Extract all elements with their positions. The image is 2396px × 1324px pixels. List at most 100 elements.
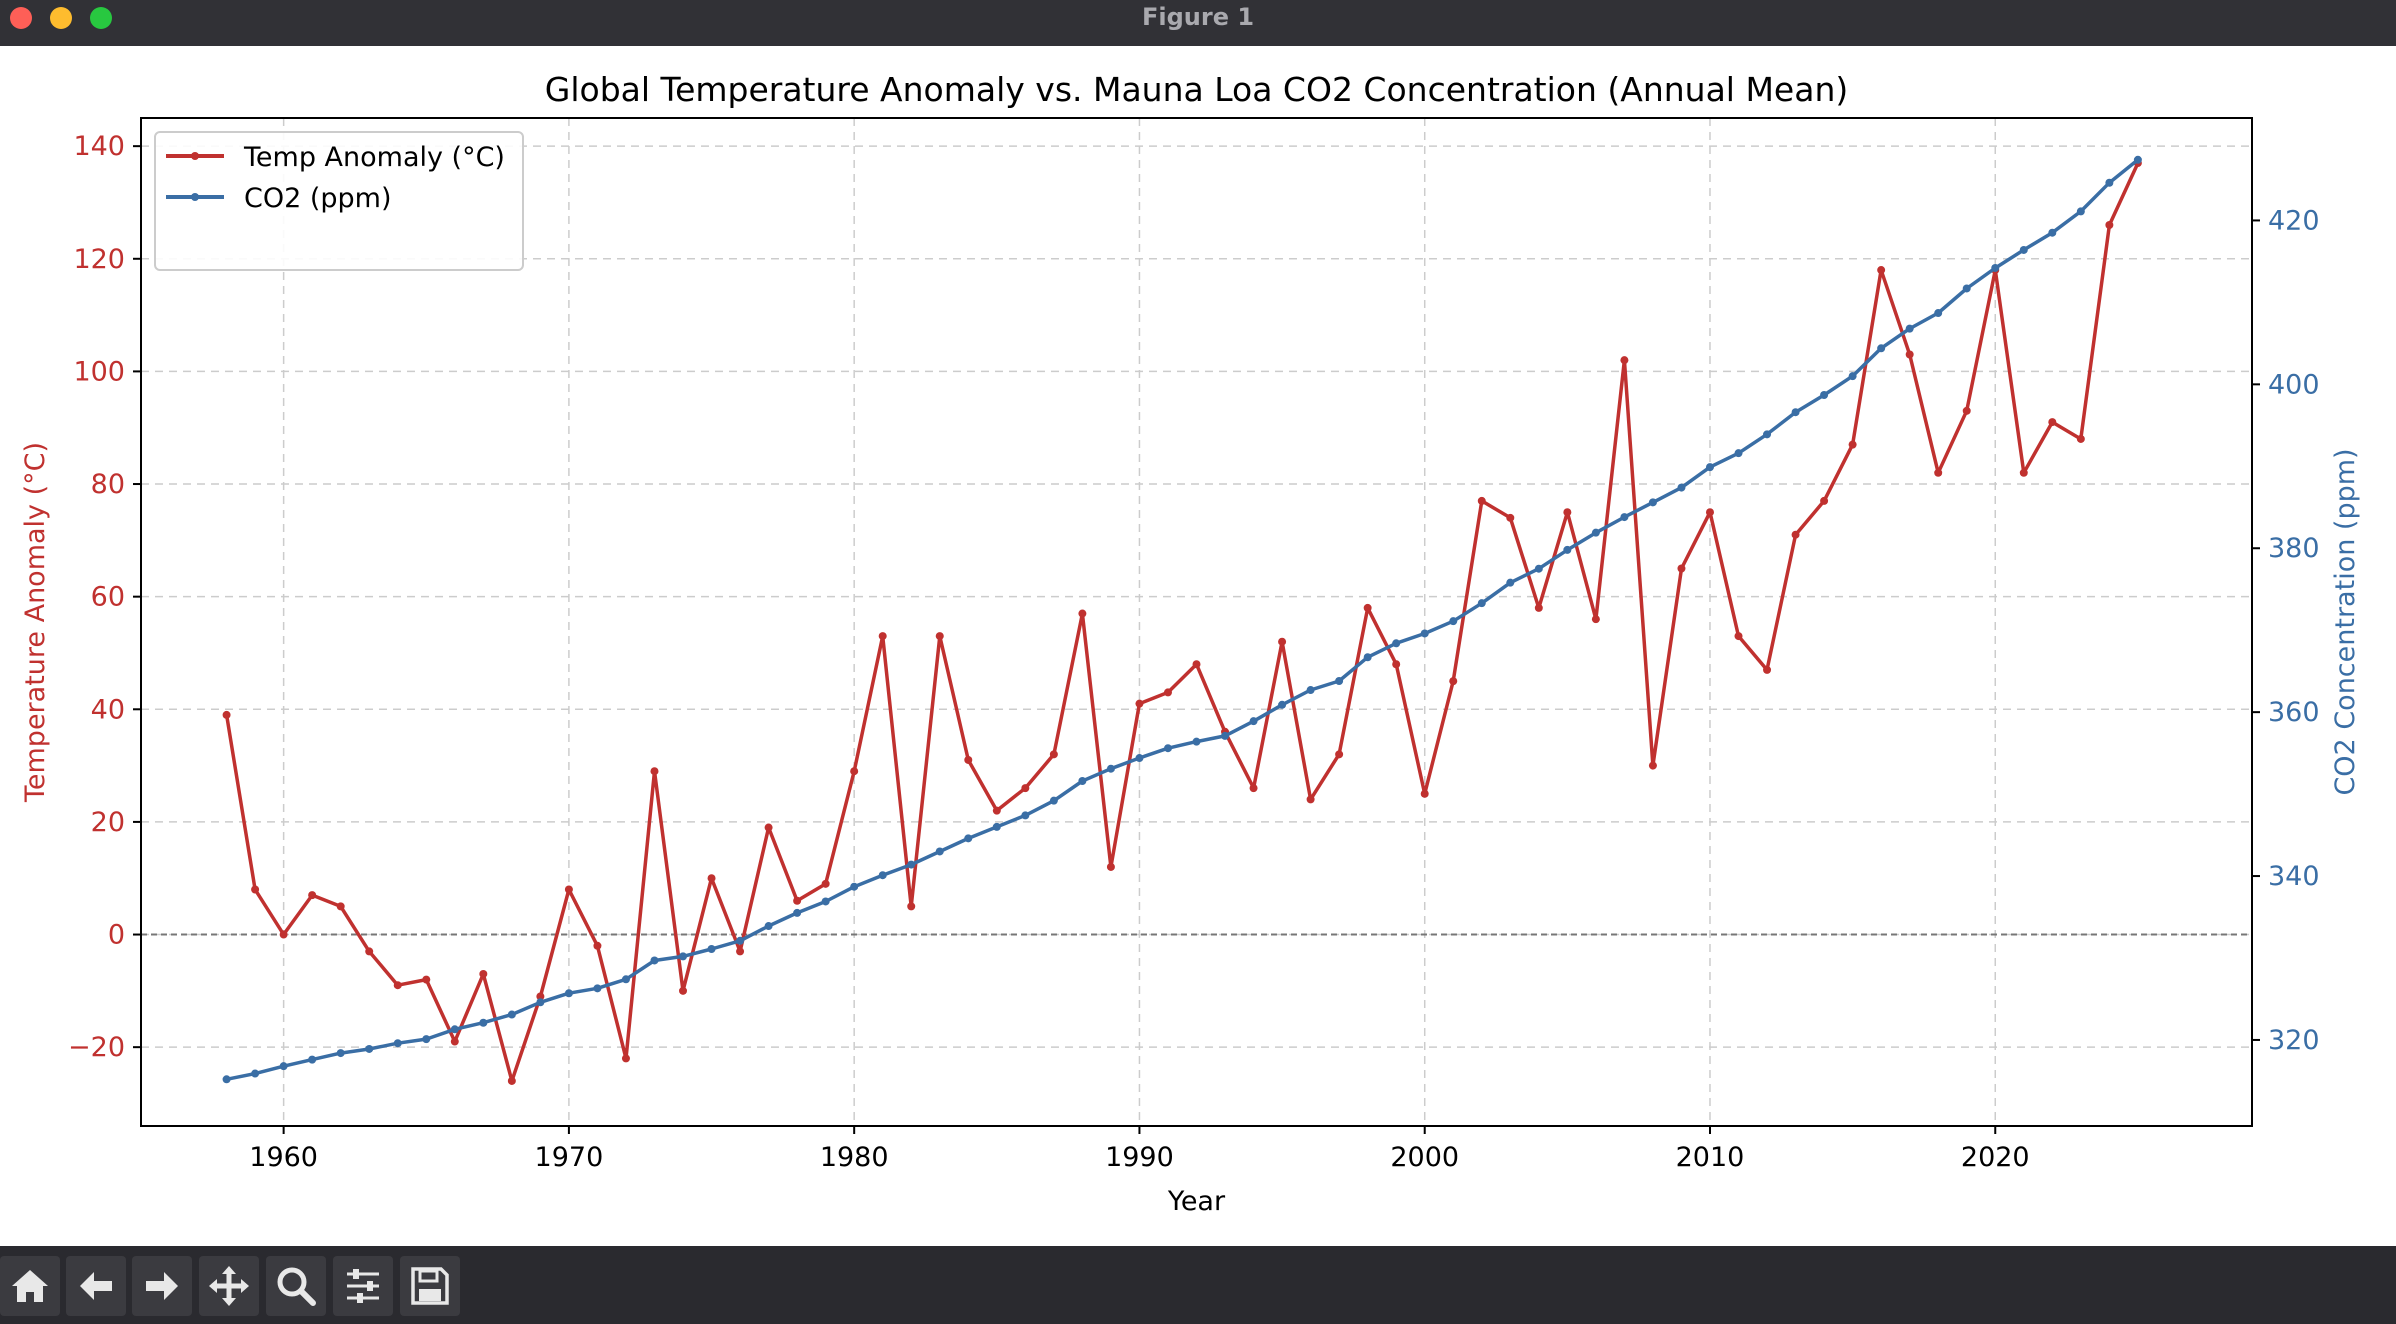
maximize-window-button[interactable] xyxy=(90,7,112,29)
y2-tick-label: 360 xyxy=(2268,697,2320,728)
co2-data-point xyxy=(1648,498,1657,507)
forward-button[interactable] xyxy=(132,1256,192,1316)
sliders-icon xyxy=(347,1269,379,1303)
co2-data-point xyxy=(564,989,573,998)
temp-data-point xyxy=(422,975,431,984)
temp-data-point xyxy=(393,981,402,990)
x-tick-label: 2020 xyxy=(1961,1142,2030,1173)
navigation-toolbar xyxy=(0,1246,2396,1324)
minimize-window-button[interactable] xyxy=(50,7,72,29)
temp-data-point xyxy=(1306,795,1315,804)
close-window-button[interactable] xyxy=(10,7,32,29)
temp-data-point xyxy=(736,947,745,956)
temp-data-point xyxy=(992,806,1001,815)
legend-temp-marker xyxy=(191,152,199,160)
temp-data-point xyxy=(450,1037,459,1046)
co2-data-point xyxy=(1877,344,1886,353)
arrow-left-icon xyxy=(80,1272,112,1300)
co2-data-point xyxy=(1221,731,1230,740)
co2-data-point xyxy=(1763,430,1772,439)
co2-data-point xyxy=(707,944,716,953)
co2-data-point xyxy=(1563,545,1572,554)
temp-data-point xyxy=(964,755,973,764)
co2-data-point xyxy=(222,1075,231,1084)
back-button[interactable] xyxy=(66,1256,126,1316)
co2-data-point xyxy=(2133,155,2142,164)
temp-data-point xyxy=(850,767,859,776)
temp-data-point xyxy=(1021,784,1030,793)
temp-data-point xyxy=(1449,677,1458,686)
temp-data-point xyxy=(1591,615,1600,624)
pan-button[interactable] xyxy=(199,1256,259,1316)
configure-subplots-button[interactable] xyxy=(333,1256,393,1316)
temp-data-point xyxy=(1877,266,1886,275)
move-icon xyxy=(209,1266,249,1306)
y-tick-label: 140 xyxy=(73,131,125,162)
temp-data-point xyxy=(935,632,944,641)
co2-data-point xyxy=(793,908,802,917)
co2-data-point xyxy=(935,847,944,856)
temp-data-point xyxy=(1477,496,1486,505)
series-layer xyxy=(222,155,2142,1085)
temp-data-point xyxy=(1534,603,1543,612)
zoom-button[interactable] xyxy=(266,1256,326,1316)
co2-data-point xyxy=(1848,372,1857,381)
co2-data-point xyxy=(1163,744,1172,753)
temp-data-point xyxy=(679,986,688,995)
home-button[interactable] xyxy=(0,1256,60,1316)
co2-data-point xyxy=(1363,653,1372,662)
co2-data-point xyxy=(1449,617,1458,626)
co2-data-point xyxy=(1820,390,1829,399)
y-tick-label: 20 xyxy=(91,807,125,838)
y-tick-label: 60 xyxy=(91,582,125,613)
magnifier-icon xyxy=(277,1267,316,1306)
temp-data-point xyxy=(564,885,573,894)
legend-box xyxy=(154,131,524,271)
axes: 1960 1970 1980 1990 2000 2010 2020 −20 0 20 40 60 80… xyxy=(68,131,2320,1173)
co2-data-point xyxy=(1734,449,1743,458)
temp-data-point xyxy=(1563,508,1572,517)
temp-data-point xyxy=(1962,406,1971,415)
y-tick-label: −20 xyxy=(68,1032,125,1063)
co2-data-point xyxy=(764,922,773,931)
temp-data-point xyxy=(1420,789,1429,798)
co2-data-point xyxy=(907,860,916,869)
home-icon xyxy=(12,1270,48,1302)
co2-data-point xyxy=(1392,639,1401,648)
y2-axis-label: CO2 Concentration (ppm) xyxy=(2330,448,2361,795)
x-tick-label: 2010 xyxy=(1676,1142,1745,1173)
co2-data-point xyxy=(1335,677,1344,686)
y-tick-label: 80 xyxy=(91,469,125,500)
co2-data-point xyxy=(1962,284,1971,293)
legend-co2-label: CO2 (ppm) xyxy=(244,183,392,214)
temp-data-point xyxy=(878,632,887,641)
x-axis-label: Year xyxy=(1167,1186,1226,1217)
co2-data-point xyxy=(507,1010,516,1019)
co2-data-point xyxy=(1477,599,1486,608)
temp-data-point xyxy=(1163,688,1172,697)
temp-data-point xyxy=(279,930,288,939)
y-tick-label: 100 xyxy=(73,356,125,387)
co2-data-point xyxy=(336,1049,345,1058)
temp-data-point xyxy=(1192,660,1201,669)
temp-series-line xyxy=(224,162,2140,1083)
x-tick-label: 1980 xyxy=(820,1142,889,1173)
y-tick-label: 120 xyxy=(73,244,125,275)
temp-data-point xyxy=(1848,440,1857,449)
legend-co2-marker xyxy=(191,193,199,201)
co2-data-point xyxy=(2076,207,2085,216)
floppy-disk-icon xyxy=(411,1267,449,1305)
temp-data-point xyxy=(1905,350,1914,359)
legend-temp-label: Temp Anomaly (°C) xyxy=(243,142,505,173)
co2-data-point xyxy=(1791,408,1800,417)
co2-data-point xyxy=(1078,776,1087,785)
save-button[interactable] xyxy=(400,1256,460,1316)
y2-tick-label: 380 xyxy=(2268,533,2320,564)
y-tick-label: 0 xyxy=(108,920,125,951)
co2-data-point xyxy=(821,897,830,906)
co2-data-point xyxy=(878,871,887,880)
temp-data-point xyxy=(308,891,317,900)
co2-data-point xyxy=(1278,700,1287,709)
co2-data-point xyxy=(1905,324,1914,333)
temp-data-point xyxy=(2019,468,2028,477)
